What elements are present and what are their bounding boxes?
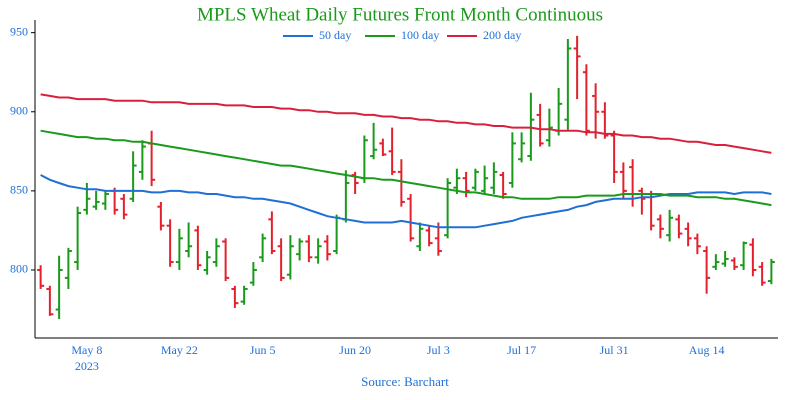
x-tick-label: May 8 xyxy=(71,343,102,357)
legend-label: 100 day xyxy=(401,28,439,42)
x-year-label: 2023 xyxy=(75,359,99,373)
x-tick-label: Jun 20 xyxy=(339,343,371,357)
moving-average-line xyxy=(40,174,772,229)
chart-title: MPLS Wheat Daily Futures Front Month Con… xyxy=(197,4,603,25)
y-tick-label: 800 xyxy=(10,262,28,276)
legend-label: 50 day xyxy=(319,28,351,42)
y-tick-label: 900 xyxy=(10,104,28,118)
moving-average-line xyxy=(40,93,772,154)
y-tick-label: 950 xyxy=(10,24,28,38)
x-tick-label: Aug 14 xyxy=(689,343,725,357)
x-tick-label: Jul 3 xyxy=(427,343,450,357)
source-note: Source: Barchart xyxy=(361,374,449,389)
moving-average-line xyxy=(40,129,772,207)
x-tick-label: Jun 5 xyxy=(250,343,276,357)
x-tick-label: Jul 17 xyxy=(507,343,536,357)
x-tick-label: Jul 31 xyxy=(600,343,629,357)
x-tick-label: May 22 xyxy=(161,343,198,357)
legend-label: 200 day xyxy=(483,28,521,42)
y-tick-label: 850 xyxy=(10,183,28,197)
